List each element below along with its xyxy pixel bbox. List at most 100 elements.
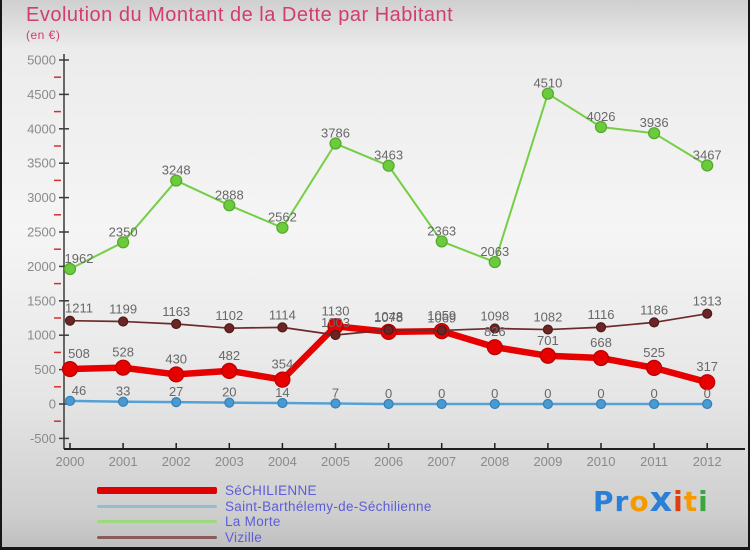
data-point-s-chilienne: [114, 359, 132, 376]
point-label-la-morte: 3463: [374, 148, 403, 163]
page-title: Evolution du Montant de la Dette par Hab…: [26, 4, 454, 26]
point-label-saint-barth-lemy-de-s-chilienne: 0: [385, 386, 392, 401]
point-label-vizille: 1078: [374, 310, 403, 325]
point-label-s-chilienne: 525: [643, 345, 665, 360]
point-label-la-morte: 2888: [215, 187, 244, 202]
data-point-vizille: [64, 315, 76, 326]
logo-letter-1: r: [614, 485, 630, 518]
data-point-saint-barth-lemy-de-s-chilienne: [171, 397, 182, 408]
data-point-saint-barth-lemy-de-s-chilienne: [64, 395, 76, 406]
y-tick-label: -500: [30, 431, 56, 446]
legend-label-vizille: Vizille: [225, 529, 263, 545]
data-point-vizille: [224, 323, 235, 334]
point-label-saint-barth-lemy-de-s-chilienne: 14: [275, 385, 289, 400]
legend-swatch-vizille: [97, 535, 217, 539]
y-tick-label: 4500: [27, 87, 56, 102]
data-point-vizille: [489, 323, 500, 334]
point-label-saint-barth-lemy-de-s-chilienne: 33: [116, 384, 130, 399]
data-point-saint-barth-lemy-de-s-chilienne: [489, 398, 500, 410]
x-tick-label: 2000: [56, 454, 85, 469]
data-point-s-chilienne: [274, 371, 291, 388]
point-label-saint-barth-lemy-de-s-chilienne: 46: [72, 383, 86, 398]
y-tick-label: 3500: [27, 156, 56, 171]
point-label-s-chilienne: 354: [272, 357, 294, 372]
point-label-saint-barth-lemy-de-s-chilienne: 0: [491, 386, 498, 401]
x-tick-label: 2012: [693, 454, 722, 469]
point-label-la-morte: 3786: [321, 126, 350, 141]
data-point-la-morte: [63, 262, 77, 276]
data-point-la-morte: [594, 120, 608, 134]
data-point-la-morte: [701, 159, 714, 172]
logo-letter-6: i: [698, 485, 709, 518]
x-tick-label: 2005: [321, 454, 350, 469]
point-label-saint-barth-lemy-de-s-chilienne: 0: [704, 386, 711, 401]
chart-legend: SéCHILIENNE Saint-Barthélemy-de-Séchilien…: [97, 483, 432, 545]
point-label-vizille: 1069: [427, 310, 456, 325]
data-point-saint-barth-lemy-de-s-chilienne: [330, 398, 341, 409]
x-tick-label: 2003: [215, 454, 244, 469]
legend-swatch-la-morte: [97, 520, 217, 524]
point-label-vizille: 1003: [321, 315, 350, 330]
legend-item-sechilienne: SéCHILIENNE: [97, 483, 432, 499]
data-point-vizille: [648, 317, 660, 328]
point-label-saint-barth-lemy-de-s-chilienne: 27: [169, 384, 183, 399]
data-point-saint-barth-lemy-de-s-chilienne: [648, 398, 660, 410]
point-label-saint-barth-lemy-de-s-chilienne: 20: [222, 385, 236, 400]
data-point-vizille: [436, 325, 447, 336]
data-point-la-morte: [329, 137, 342, 150]
logo-letter-2: o: [629, 485, 650, 518]
point-label-la-morte: 4026: [587, 109, 616, 124]
point-label-vizille: 1199: [109, 302, 137, 317]
y-tick-label: 0: [49, 397, 56, 412]
legend-swatch-saint-barthelemy: [97, 504, 217, 508]
data-point-saint-barth-lemy-de-s-chilienne: [117, 396, 129, 407]
point-label-saint-barth-lemy-de-s-chilienne: 0: [650, 386, 657, 401]
x-tick-label: 2010: [587, 454, 616, 469]
point-label-la-morte: 4510: [533, 76, 562, 91]
y-tick-label: 2000: [27, 259, 56, 274]
data-point-saint-barth-lemy-de-s-chilienne: [595, 398, 607, 410]
point-label-s-chilienne: 1048: [374, 309, 403, 324]
legend-label-saint-barthelemy: Saint-Barthélemy-de-Séchilienne: [225, 498, 432, 514]
logo-letter-0: P: [593, 485, 615, 518]
data-point-saint-barth-lemy-de-s-chilienne: [277, 397, 288, 409]
data-point-vizille: [383, 324, 394, 335]
data-point-s-chilienne: [645, 359, 663, 376]
point-label-saint-barth-lemy-de-s-chilienne: 0: [438, 386, 445, 401]
data-point-la-morte: [435, 235, 448, 248]
data-point-s-chilienne: [699, 374, 716, 391]
point-label-s-chilienne: 508: [68, 346, 90, 361]
y-tick-label: 4000: [27, 121, 56, 136]
x-tick-label: 2001: [109, 454, 138, 469]
point-label-la-morte: 1962: [65, 251, 94, 266]
point-label-vizille: 1082: [533, 310, 562, 325]
data-point-s-chilienne: [592, 349, 610, 367]
point-label-vizille: 1163: [162, 304, 190, 319]
y-tick-label: 5000: [27, 53, 56, 68]
y-tick-label: 1500: [27, 293, 56, 308]
point-label-vizille: 1116: [588, 307, 615, 322]
data-point-la-morte: [488, 255, 501, 269]
point-label-s-chilienne: 430: [165, 351, 187, 366]
data-point-la-morte: [541, 87, 555, 100]
data-point-s-chilienne: [539, 347, 557, 364]
point-label-saint-barth-lemy-de-s-chilienne: 7: [332, 386, 339, 401]
legend-item-la-morte: La Morte: [97, 514, 432, 530]
point-label-vizille: 1211: [65, 301, 93, 316]
page-subtitle: (en €): [26, 28, 61, 42]
x-tick-label: 2011: [640, 454, 668, 469]
x-tick-label: 2007: [427, 454, 456, 469]
legend-item-vizille: Vizille: [97, 530, 432, 546]
data-point-la-morte: [170, 174, 183, 187]
y-tick-label: 1000: [27, 328, 56, 343]
logo-letter-4: i: [673, 485, 684, 518]
data-point-vizille: [277, 322, 288, 333]
data-point-vizille: [330, 329, 341, 341]
data-point-s-chilienne: [221, 362, 238, 379]
data-point-vizille: [542, 324, 554, 335]
data-point-la-morte: [223, 199, 236, 212]
point-label-la-morte: 3936: [640, 115, 669, 130]
